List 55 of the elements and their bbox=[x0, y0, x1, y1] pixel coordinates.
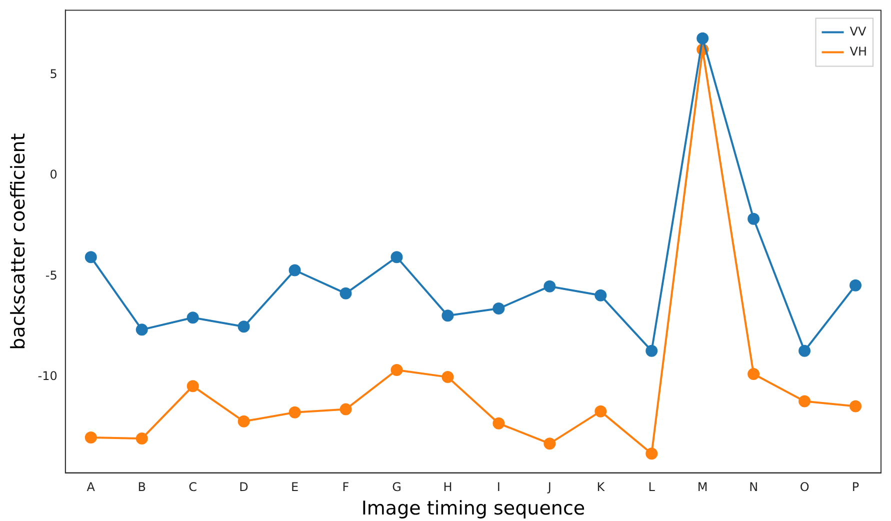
x-tick-label: K bbox=[596, 480, 606, 494]
legend-label: VV bbox=[850, 24, 867, 38]
point bbox=[544, 280, 556, 292]
point bbox=[186, 380, 199, 392]
point bbox=[492, 302, 505, 315]
x-tick-label: N bbox=[749, 480, 758, 494]
point bbox=[288, 406, 301, 418]
point bbox=[544, 438, 556, 450]
x-tick-label: I bbox=[496, 480, 500, 494]
point bbox=[442, 371, 454, 384]
y-tick-label: -5 bbox=[45, 268, 58, 282]
x-tick-label: G bbox=[392, 480, 402, 494]
point bbox=[850, 400, 862, 412]
point bbox=[340, 403, 352, 416]
point bbox=[646, 448, 658, 460]
point bbox=[186, 312, 199, 324]
point bbox=[594, 405, 607, 418]
point bbox=[84, 251, 97, 264]
point bbox=[798, 344, 811, 357]
point bbox=[696, 32, 709, 44]
point bbox=[850, 279, 862, 292]
point bbox=[390, 364, 403, 376]
point bbox=[136, 324, 148, 336]
y-tick-label: 0 bbox=[50, 168, 58, 182]
x-tick-label: H bbox=[443, 480, 452, 494]
point bbox=[798, 395, 811, 408]
point bbox=[288, 264, 301, 276]
y-tick-label: 5 bbox=[50, 66, 58, 81]
x-tick-label: F bbox=[342, 480, 350, 494]
x-tick-label: J bbox=[546, 480, 552, 494]
point bbox=[136, 432, 148, 445]
x-tick-label: D bbox=[239, 480, 248, 494]
y-tick-label: -10 bbox=[38, 369, 58, 384]
y-axis-title: backscatter coefficient bbox=[7, 133, 30, 350]
point bbox=[748, 368, 760, 380]
point bbox=[646, 344, 658, 357]
point bbox=[442, 310, 454, 322]
point bbox=[340, 287, 352, 300]
point bbox=[84, 432, 97, 444]
point bbox=[238, 320, 250, 333]
x-tick-label: L bbox=[648, 480, 656, 494]
point bbox=[238, 415, 250, 428]
point bbox=[594, 289, 607, 302]
point bbox=[748, 212, 760, 225]
legend-label: VH bbox=[850, 44, 867, 58]
x-tick-label: C bbox=[188, 480, 198, 494]
x-tick-label: B bbox=[138, 480, 146, 494]
x-axis-title: Image timing sequence bbox=[361, 498, 586, 520]
x-tick-label: E bbox=[290, 480, 299, 494]
point bbox=[492, 417, 505, 430]
x-tick-label: M bbox=[697, 480, 708, 494]
point bbox=[390, 251, 403, 264]
x-tick-label: O bbox=[800, 480, 810, 494]
x-tick-label: A bbox=[86, 480, 96, 494]
x-tick-label: P bbox=[852, 480, 860, 494]
